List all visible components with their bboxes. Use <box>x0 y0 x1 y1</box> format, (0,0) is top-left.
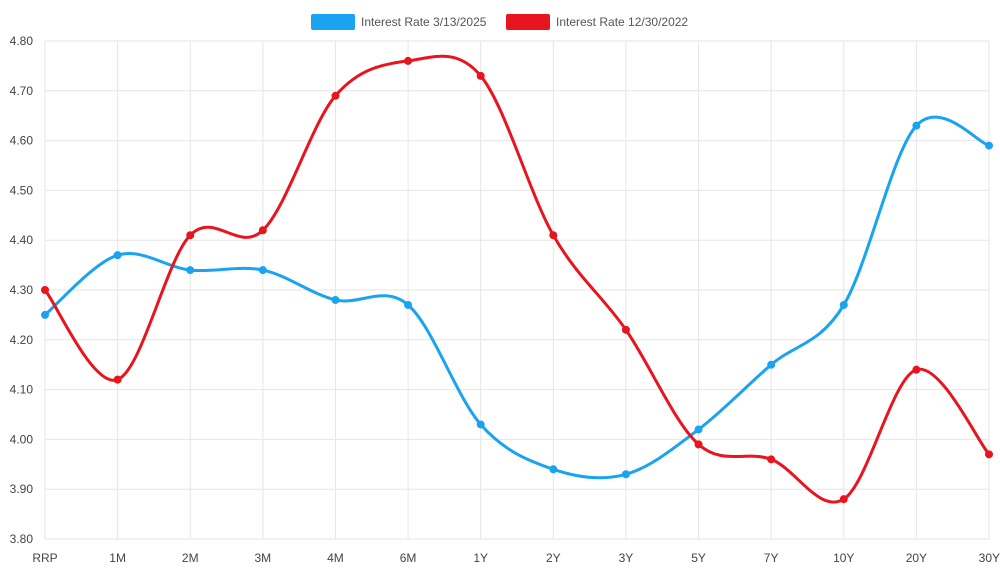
data-point-series-2[interactable] <box>985 450 993 459</box>
data-point-series-1[interactable] <box>41 310 49 319</box>
data-point-series-2[interactable] <box>331 91 340 100</box>
x-tick-label: 10Y <box>833 551 854 565</box>
x-tick-label: RRP <box>32 551 57 565</box>
data-point-series-2[interactable] <box>549 231 558 240</box>
x-tick-label: 1Y <box>473 551 488 565</box>
data-point-series-1[interactable] <box>912 121 921 130</box>
x-tick-label: 2Y <box>546 551 561 565</box>
data-point-series-1[interactable] <box>404 300 413 309</box>
y-tick-label: 4.60 <box>10 134 34 148</box>
data-point-series-2[interactable] <box>186 231 195 240</box>
series-line-2 <box>43 54 991 504</box>
y-tick-label: 4.50 <box>10 183 34 197</box>
y-tick-label: 4.20 <box>10 333 34 347</box>
data-point-series-2[interactable] <box>767 455 776 464</box>
y-tick-label: 4.80 <box>10 34 34 48</box>
plot-area <box>41 54 993 504</box>
series-line-1 <box>43 115 991 480</box>
legend-swatch-series-1 <box>311 14 355 30</box>
x-tick-label: 30Y <box>979 551 1000 565</box>
y-tick-label: 4.10 <box>10 383 34 397</box>
data-point-series-2[interactable] <box>621 325 630 334</box>
legend-item-series-1[interactable]: Interest Rate 3/13/2025 <box>311 14 487 30</box>
data-point-series-1[interactable] <box>694 425 703 434</box>
data-point-series-1[interactable] <box>985 141 993 150</box>
data-point-series-1[interactable] <box>839 300 848 309</box>
data-point-series-2[interactable] <box>113 375 122 384</box>
y-tick-label: 4.40 <box>10 233 34 247</box>
data-point-series-2[interactable] <box>404 56 413 65</box>
x-tick-label: 20Y <box>906 551 927 565</box>
data-point-series-1[interactable] <box>476 420 485 429</box>
y-tick-label: 4.00 <box>10 432 34 446</box>
x-tick-label: 3M <box>255 551 272 565</box>
legend-label-series-1: Interest Rate 3/13/2025 <box>361 15 487 29</box>
data-point-series-1[interactable] <box>258 266 267 275</box>
x-tick-label: 6M <box>400 551 417 565</box>
data-point-series-1[interactable] <box>767 360 776 369</box>
data-point-series-2[interactable] <box>258 226 267 235</box>
data-point-series-1[interactable] <box>621 470 630 479</box>
chart-legend: Interest Rate 3/13/2025 Interest Rate 12… <box>311 14 688 30</box>
data-point-series-1[interactable] <box>186 266 195 275</box>
data-point-series-2[interactable] <box>839 495 848 504</box>
data-point-series-1[interactable] <box>113 251 122 260</box>
x-tick-label: 4M <box>327 551 344 565</box>
x-tick-label: 3Y <box>619 551 634 565</box>
data-point-series-1[interactable] <box>549 465 558 474</box>
legend-item-series-2[interactable]: Interest Rate 12/30/2022 <box>506 14 688 30</box>
x-axis: RRP 1M 2M 3M 4M 6M 1Y 2Y 3Y 5Y 7Y 10Y 20Y 30Y <box>32 551 1000 565</box>
y-tick-label: 4.70 <box>10 84 34 98</box>
x-tick-label: 5Y <box>691 551 706 565</box>
data-point-series-2[interactable] <box>694 440 703 449</box>
y-tick-label: 4.30 <box>10 283 34 297</box>
x-tick-label: 7Y <box>764 551 779 565</box>
chart-grid <box>44 40 990 540</box>
y-tick-label: 3.80 <box>10 532 34 546</box>
legend-swatch-series-2 <box>506 14 550 30</box>
x-tick-label: 2M <box>182 551 199 565</box>
y-tick-label: 3.90 <box>10 482 34 496</box>
y-axis: 4.80 4.70 4.60 4.50 4.40 4.30 4.20 4.10 4.00 3.90… <box>10 34 34 546</box>
x-tick-label: 1M <box>109 551 126 565</box>
data-point-series-2[interactable] <box>41 286 49 294</box>
legend-label-series-2: Interest Rate 12/30/2022 <box>556 15 688 29</box>
data-point-series-2[interactable] <box>476 71 485 80</box>
data-point-series-1[interactable] <box>331 295 340 304</box>
data-point-series-2[interactable] <box>912 365 921 374</box>
